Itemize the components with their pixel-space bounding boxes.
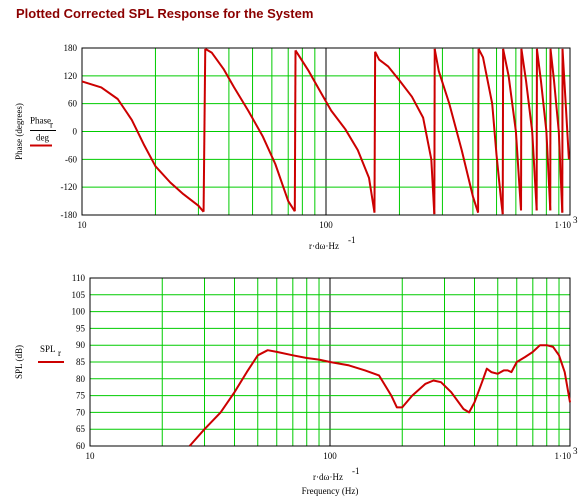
x-axis-label: r·dω·Hz (309, 241, 339, 251)
series-line-1-0 (188, 344, 571, 447)
y-tick-label: 85 (76, 357, 86, 367)
x-axis-label: r·dω·Hz (313, 472, 343, 482)
y-tick-label: 75 (76, 391, 86, 401)
y-tick-label: 100 (72, 307, 86, 317)
y-tick-label: 105 (72, 290, 86, 300)
y-axis-label: Phase (degrees) (14, 103, 24, 160)
y-tick-label: 60 (76, 441, 86, 451)
y-axis-label: SPL (dB) (14, 345, 24, 379)
legend-label: SPL (40, 344, 56, 354)
x-tick-exponent: 3 (573, 215, 578, 225)
legend-subscript: r (50, 120, 53, 130)
y-tick-label: -60 (65, 154, 77, 164)
y-tick-label: -180 (61, 210, 78, 220)
y-tick-label: 110 (72, 273, 86, 283)
y-tick-label: 70 (76, 407, 86, 417)
x-tick-label: 1·10 (555, 451, 572, 461)
x-tick-label: 100 (323, 451, 337, 461)
x-tick-label: 100 (319, 220, 333, 230)
y-tick-label: 120 (64, 71, 78, 81)
x-tick-exponent: 3 (573, 446, 578, 456)
phase-wrap-segment (477, 48, 480, 213)
legend-denominator: deg (36, 133, 49, 143)
x-tick-label: 10 (86, 451, 96, 461)
legend-subscript: r (58, 348, 61, 358)
legend-label: Phase (30, 116, 51, 126)
plot-frame (89, 277, 571, 447)
y-tick-label: 0 (73, 127, 78, 137)
phase-wrap-segment (293, 50, 297, 212)
y-tick-label: 65 (76, 424, 86, 434)
plot-frame (81, 47, 571, 216)
y-tick-label: 80 (76, 374, 86, 384)
x-axis-label-frequency: Frequency (Hz) (302, 486, 359, 496)
y-tick-label: 90 (76, 340, 86, 350)
x-axis-label-exponent: -1 (348, 235, 356, 245)
series-line-0-0 (81, 48, 570, 215)
phase-wrap-segment (202, 48, 207, 212)
chart-title: Plotted Corrected SPL Response for the S… (16, 6, 314, 21)
y-tick-label: -120 (61, 182, 78, 192)
y-tick-label: 95 (76, 323, 86, 333)
phase-wrap-segment (373, 51, 377, 213)
x-tick-label: 1·10 (555, 220, 572, 230)
y-tick-label: 60 (68, 99, 78, 109)
x-tick-label: 10 (78, 220, 88, 230)
y-tick-label: 180 (64, 43, 78, 53)
x-axis-label-exponent: -1 (352, 466, 360, 476)
